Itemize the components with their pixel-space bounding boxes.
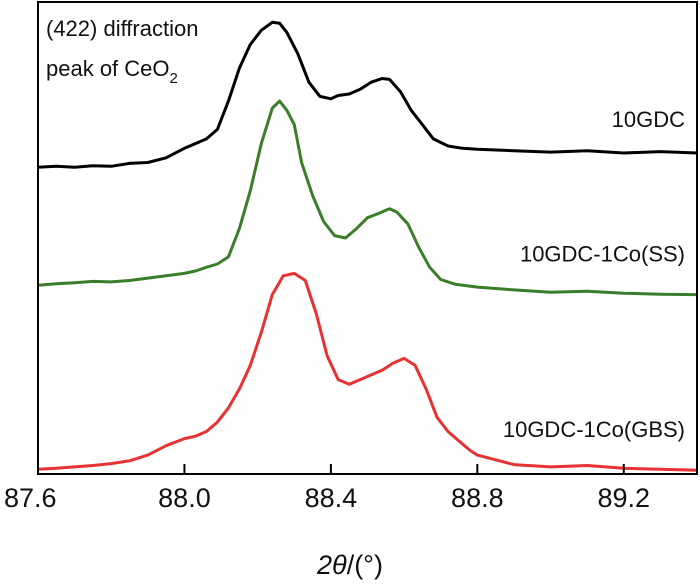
series-labels: 10GDC 10GDC-1Co(SS) 10GDC-1Co(GBS) xyxy=(503,107,685,442)
x-ticks: 87.6 88.0 88.4 88.8 89.2 xyxy=(4,464,650,513)
series-label-2: 10GDC-1Co(SS) xyxy=(520,242,685,267)
series-line-2 xyxy=(37,99,698,297)
series-line-1 xyxy=(37,20,698,169)
x-tick-label: 87.6 xyxy=(4,483,57,513)
plot-frame xyxy=(37,1,698,475)
x-tick-label: 88.4 xyxy=(305,483,358,513)
x-axis-label: 2θ/(°) xyxy=(316,550,383,580)
annotation-line2-sub: 2 xyxy=(170,70,178,87)
x-tick-label: 88.8 xyxy=(451,483,504,513)
plot-lines xyxy=(37,20,698,472)
x-axis-label-symbol: 2θ xyxy=(316,550,347,580)
series-label-3: 10GDC-1Co(GBS) xyxy=(503,417,685,442)
annotation-line1: (422) diffraction xyxy=(46,16,198,41)
annotation-line2-main: peak of CeO xyxy=(46,56,170,81)
x-axis-label-unit: /(°) xyxy=(347,550,383,580)
x-tick-label: 88.0 xyxy=(158,483,211,513)
x-tick-label: 89.2 xyxy=(597,483,650,513)
series-label-1: 10GDC xyxy=(612,107,685,132)
annotation-line2: peak of CeO2 xyxy=(46,56,178,87)
series-line-3 xyxy=(37,271,698,472)
